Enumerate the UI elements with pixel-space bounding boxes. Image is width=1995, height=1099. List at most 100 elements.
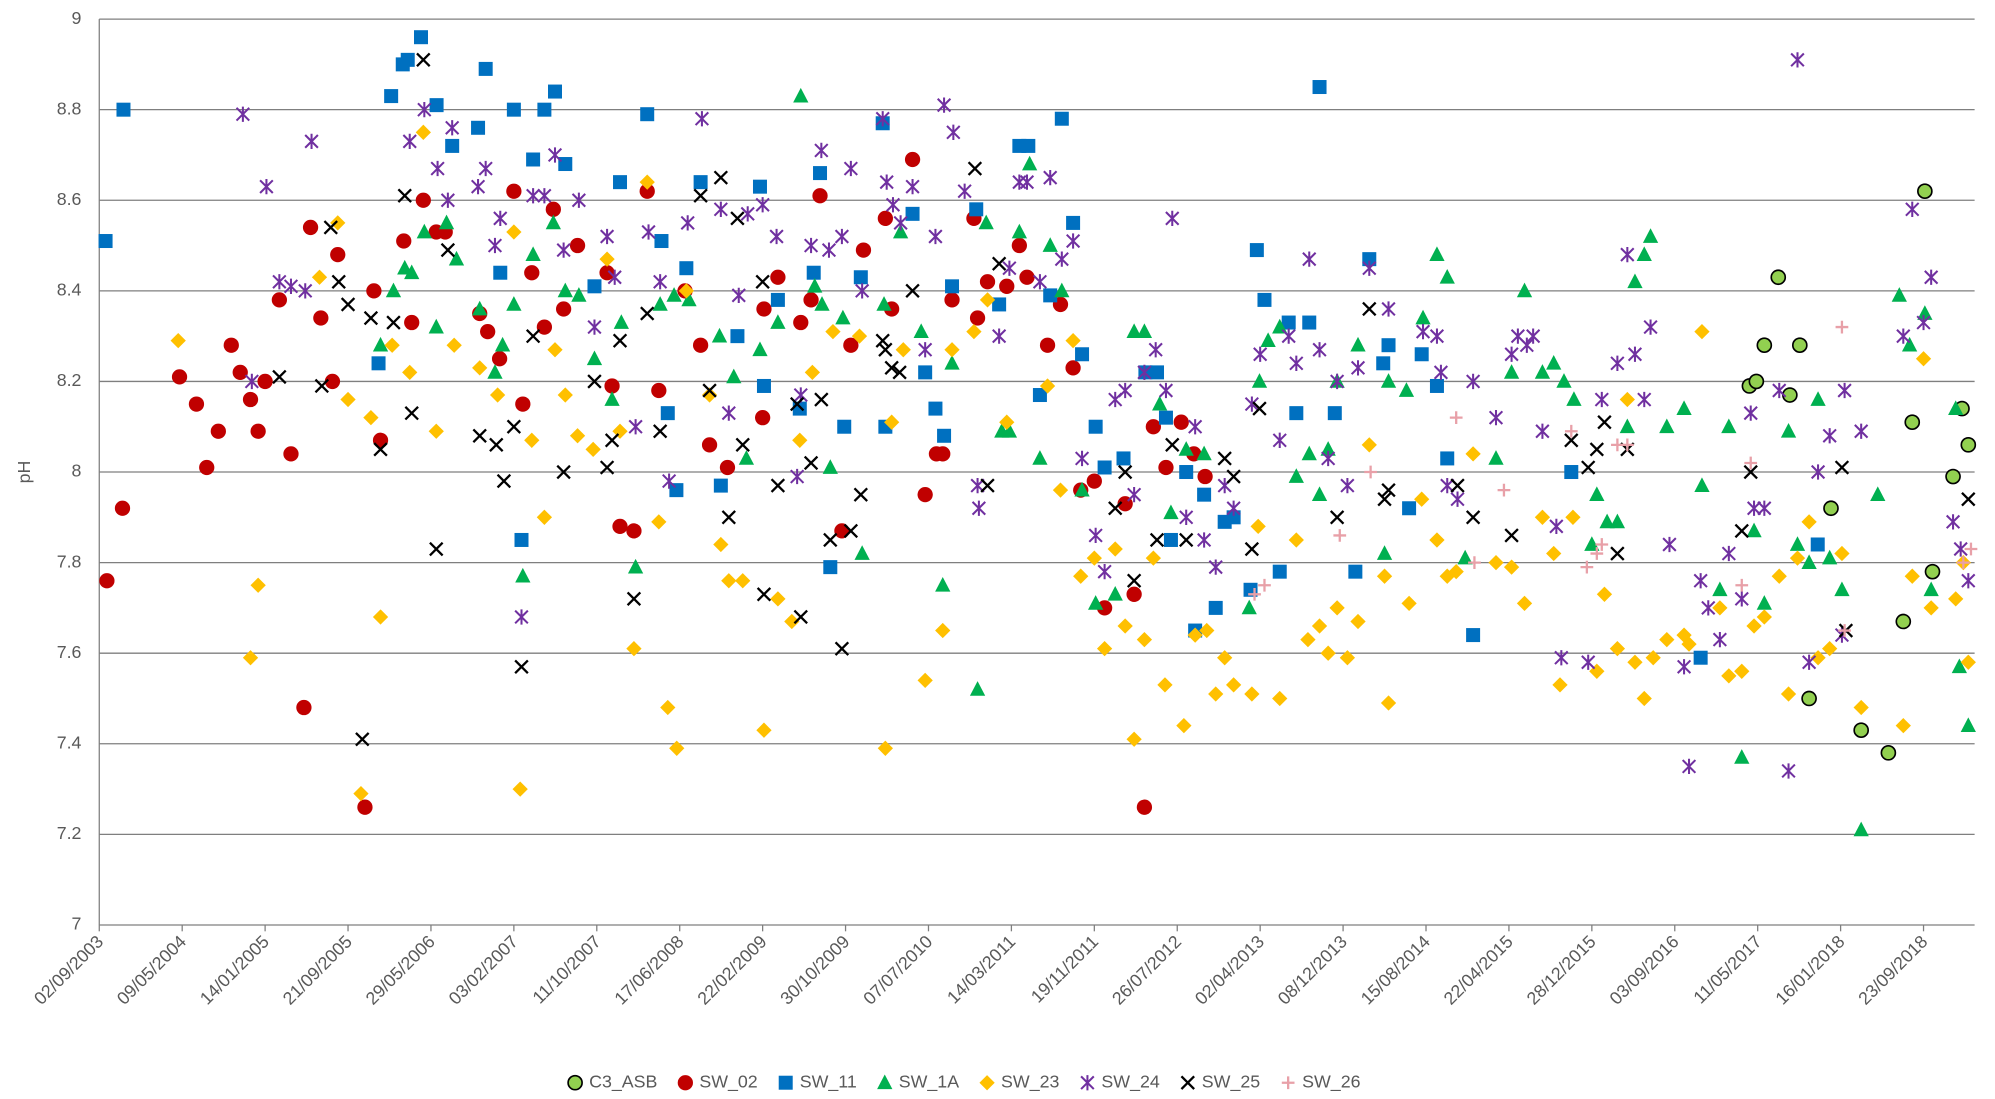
point bbox=[1330, 373, 1345, 390]
point bbox=[1594, 391, 1609, 408]
point bbox=[1780, 422, 1797, 438]
point bbox=[713, 478, 728, 493]
point bbox=[876, 296, 892, 311]
point bbox=[1433, 364, 1449, 381]
series-2 bbox=[98, 30, 1825, 665]
point bbox=[1042, 237, 1058, 252]
point bbox=[1179, 509, 1194, 525]
legend-label: C3_ASB bbox=[589, 1071, 657, 1092]
point bbox=[967, 161, 983, 176]
point bbox=[1043, 288, 1058, 303]
point bbox=[1466, 628, 1481, 643]
point bbox=[397, 188, 412, 203]
point bbox=[506, 102, 521, 117]
point bbox=[971, 500, 986, 516]
point bbox=[917, 672, 933, 689]
point bbox=[1362, 260, 1377, 276]
point bbox=[171, 369, 188, 385]
point bbox=[814, 296, 830, 311]
point bbox=[1853, 821, 1869, 837]
point bbox=[843, 523, 859, 539]
point bbox=[1362, 301, 1377, 317]
point bbox=[1488, 450, 1504, 465]
point bbox=[489, 437, 504, 453]
point bbox=[1163, 532, 1178, 547]
point bbox=[613, 175, 628, 190]
point bbox=[1917, 183, 1933, 200]
point bbox=[1321, 450, 1336, 467]
point bbox=[752, 179, 767, 194]
point bbox=[1637, 391, 1652, 408]
point bbox=[1960, 717, 1976, 733]
point bbox=[1961, 492, 1976, 507]
point bbox=[1743, 405, 1758, 421]
point bbox=[402, 364, 418, 381]
point bbox=[99, 573, 115, 589]
point bbox=[1244, 686, 1260, 702]
point bbox=[803, 292, 819, 308]
point bbox=[587, 374, 602, 389]
point bbox=[1241, 599, 1257, 615]
point bbox=[680, 215, 695, 231]
point bbox=[298, 283, 313, 299]
legend-marker bbox=[567, 1074, 583, 1091]
point bbox=[1552, 677, 1568, 693]
point bbox=[586, 350, 603, 366]
point bbox=[1556, 373, 1572, 388]
point bbox=[1681, 636, 1697, 652]
point bbox=[491, 351, 508, 367]
point bbox=[669, 740, 685, 756]
point bbox=[1636, 246, 1652, 261]
point bbox=[969, 681, 986, 696]
point bbox=[114, 500, 131, 516]
point bbox=[1350, 336, 1366, 352]
point bbox=[825, 323, 841, 340]
point bbox=[875, 111, 890, 127]
point bbox=[536, 509, 553, 525]
point bbox=[1244, 541, 1260, 557]
point bbox=[1108, 501, 1123, 516]
point bbox=[1414, 491, 1430, 507]
point bbox=[721, 510, 736, 525]
point bbox=[415, 124, 431, 140]
point bbox=[731, 287, 746, 304]
point bbox=[639, 174, 655, 190]
x-tick-label: 19/11/2011 bbox=[1027, 931, 1102, 1006]
point bbox=[1823, 500, 1839, 517]
point bbox=[1312, 342, 1327, 358]
point bbox=[1659, 631, 1675, 648]
point bbox=[884, 360, 899, 376]
point bbox=[935, 622, 951, 639]
point bbox=[587, 319, 602, 335]
point bbox=[1401, 595, 1417, 612]
point bbox=[1772, 382, 1787, 399]
point bbox=[793, 87, 809, 103]
point bbox=[331, 274, 346, 289]
point bbox=[324, 373, 341, 390]
point bbox=[1145, 419, 1161, 435]
point bbox=[1158, 459, 1174, 476]
point bbox=[1449, 411, 1463, 425]
point bbox=[1066, 215, 1081, 230]
point bbox=[1450, 478, 1465, 493]
point bbox=[814, 392, 829, 407]
point bbox=[1746, 522, 1762, 538]
point bbox=[1756, 609, 1772, 625]
point bbox=[471, 120, 486, 135]
point bbox=[893, 215, 908, 231]
point bbox=[1272, 564, 1287, 579]
point bbox=[1145, 550, 1161, 566]
point bbox=[1362, 252, 1377, 267]
point bbox=[1244, 396, 1259, 412]
point bbox=[512, 781, 528, 797]
point bbox=[1676, 400, 1692, 415]
legend-label: SW_23 bbox=[1001, 1071, 1059, 1092]
point bbox=[1320, 645, 1336, 661]
series-5 bbox=[235, 52, 1976, 779]
point bbox=[1504, 528, 1519, 543]
point bbox=[1148, 342, 1163, 358]
point bbox=[946, 124, 961, 140]
point bbox=[1693, 573, 1708, 589]
point bbox=[992, 297, 1007, 312]
point bbox=[1581, 460, 1596, 475]
